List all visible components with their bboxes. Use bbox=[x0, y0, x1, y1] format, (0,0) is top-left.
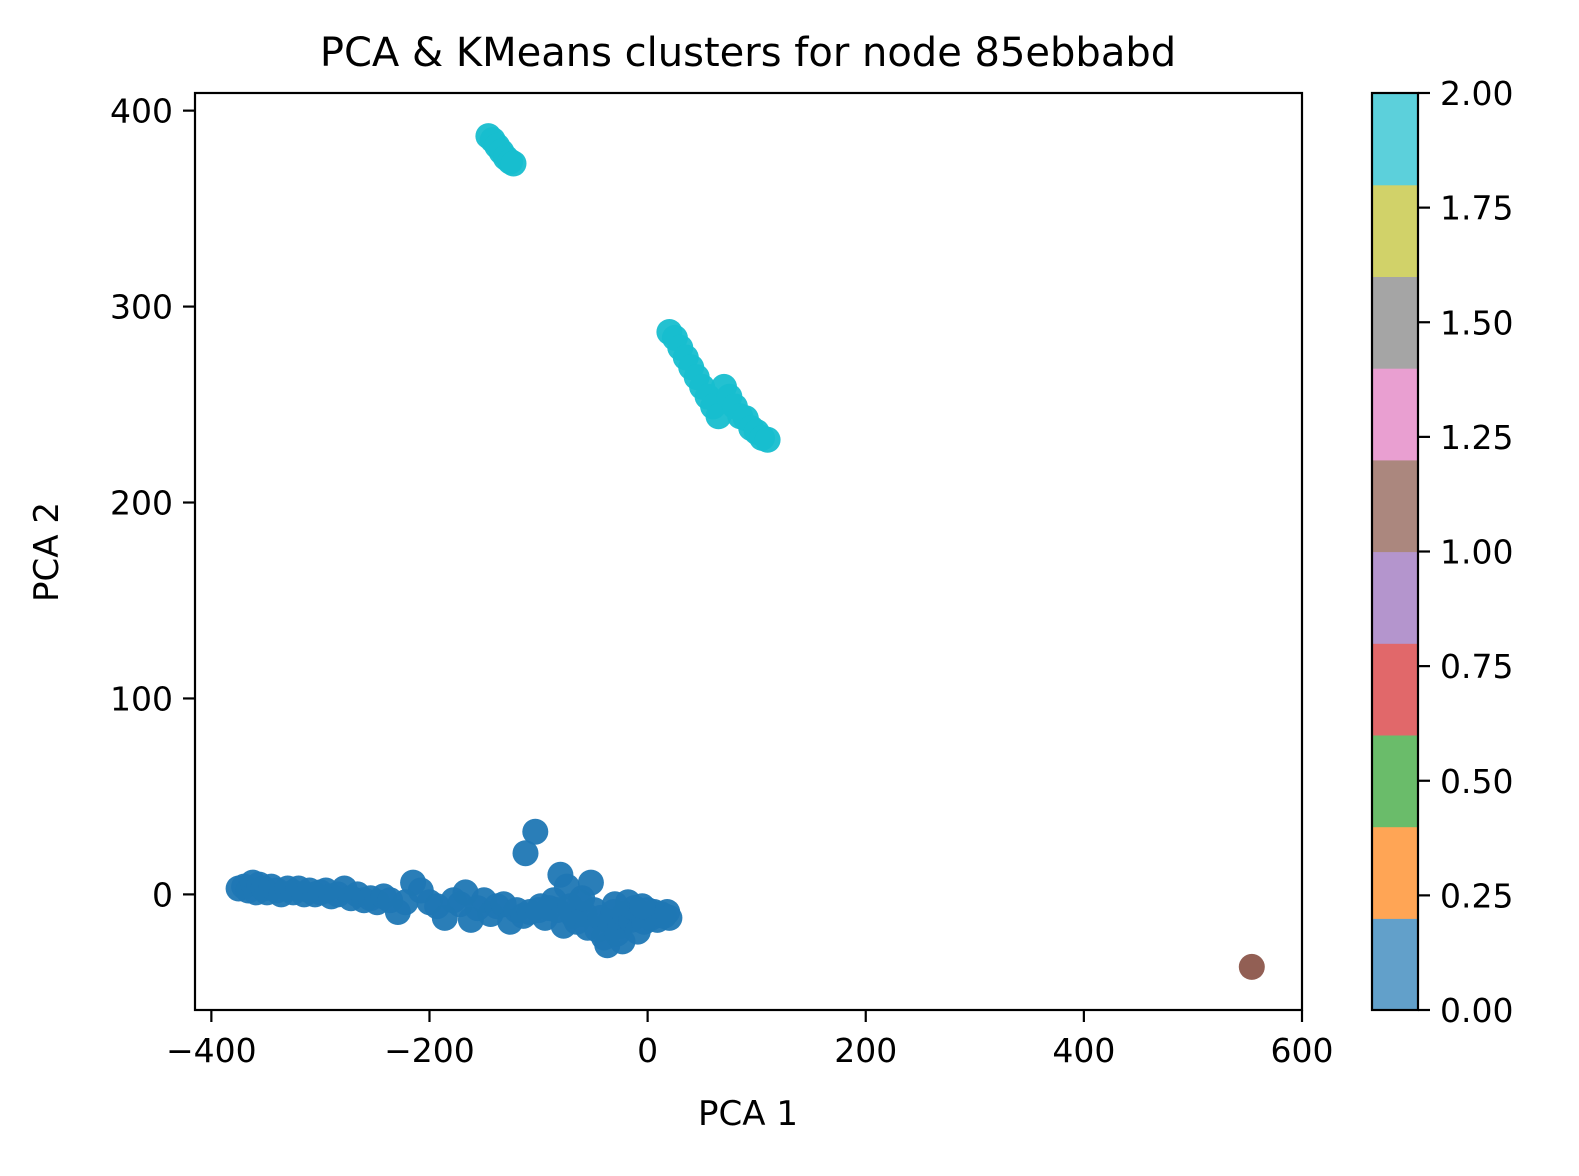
x-tick-label: −400 bbox=[166, 1031, 257, 1070]
plot-frame bbox=[193, 91, 1304, 1012]
colorbar-segment bbox=[1372, 551, 1418, 644]
colorbar-tick-label: 1.75 bbox=[1440, 189, 1513, 228]
colorbar-ticks: 0.00 0.25 0.50 0.75 1.00 1.25 1.50 1.75 2.00 bbox=[1418, 74, 1513, 1030]
cluster-2-point bbox=[754, 426, 781, 453]
x-tick-label: −200 bbox=[384, 1031, 475, 1070]
colorbar-tick-label: 0.00 bbox=[1440, 991, 1513, 1030]
x-tick-label: 0 bbox=[637, 1031, 658, 1070]
y-tick-label: 400 bbox=[110, 92, 173, 131]
cluster-1-point bbox=[1238, 953, 1265, 980]
colorbar-tick-label: 1.25 bbox=[1440, 418, 1513, 457]
plot-area bbox=[193, 91, 1304, 1012]
y-tick-label: 0 bbox=[152, 875, 173, 914]
cluster-2-point bbox=[500, 150, 527, 177]
y-tick-label: 100 bbox=[110, 679, 173, 718]
colorbar-tick-label: 1.50 bbox=[1440, 303, 1513, 342]
cluster-0-point bbox=[569, 885, 596, 912]
colorbar-segment bbox=[1372, 368, 1418, 461]
colorbar-segment bbox=[1372, 184, 1418, 277]
x-tick-label: 600 bbox=[1271, 1031, 1334, 1070]
colorbar-segment bbox=[1372, 826, 1418, 919]
colorbar-segment bbox=[1372, 93, 1418, 186]
y-axis: 0 100 200 300 400 bbox=[110, 92, 195, 914]
chart-title: PCA & KMeans clusters for node 85ebbabd bbox=[320, 30, 1176, 76]
colorbar-tick-label: 1.00 bbox=[1440, 533, 1513, 572]
colorbar-segment bbox=[1372, 918, 1418, 1011]
colorbar-tick-label: 0.50 bbox=[1440, 762, 1513, 801]
colorbar-tick-label: 2.00 bbox=[1440, 74, 1513, 113]
x-axis: −400 −200 0 200 400 600 bbox=[166, 1010, 1334, 1070]
colorbar-tick-label: 0.75 bbox=[1440, 647, 1513, 686]
cluster-0-point bbox=[512, 840, 539, 867]
scatter-points bbox=[225, 123, 1265, 980]
cluster-0-point bbox=[629, 893, 656, 920]
colorbar-segment bbox=[1372, 643, 1418, 736]
y-tick-label: 200 bbox=[110, 484, 173, 523]
colorbar-tick-label: 0.25 bbox=[1440, 876, 1513, 915]
colorbar: 0.00 0.25 0.50 0.75 1.00 1.25 1.50 1.75 2.00 bbox=[1370, 74, 1513, 1030]
cluster-0-point bbox=[601, 891, 628, 918]
x-tick-label: 400 bbox=[1052, 1031, 1115, 1070]
cluster-0-point bbox=[525, 897, 552, 924]
y-tick-label: 300 bbox=[110, 288, 173, 327]
cluster-0-point bbox=[522, 818, 549, 845]
x-axis-label: PCA 1 bbox=[698, 1094, 798, 1134]
y-axis-label: PCA 2 bbox=[27, 502, 67, 602]
colorbar-segments bbox=[1372, 93, 1418, 1011]
x-tick-label: 200 bbox=[834, 1031, 897, 1070]
colorbar-segment bbox=[1372, 734, 1418, 828]
cluster-0-point bbox=[656, 904, 683, 931]
plot-background bbox=[195, 93, 1302, 1010]
colorbar-segment bbox=[1372, 459, 1418, 553]
colorbar-segment bbox=[1372, 276, 1418, 369]
